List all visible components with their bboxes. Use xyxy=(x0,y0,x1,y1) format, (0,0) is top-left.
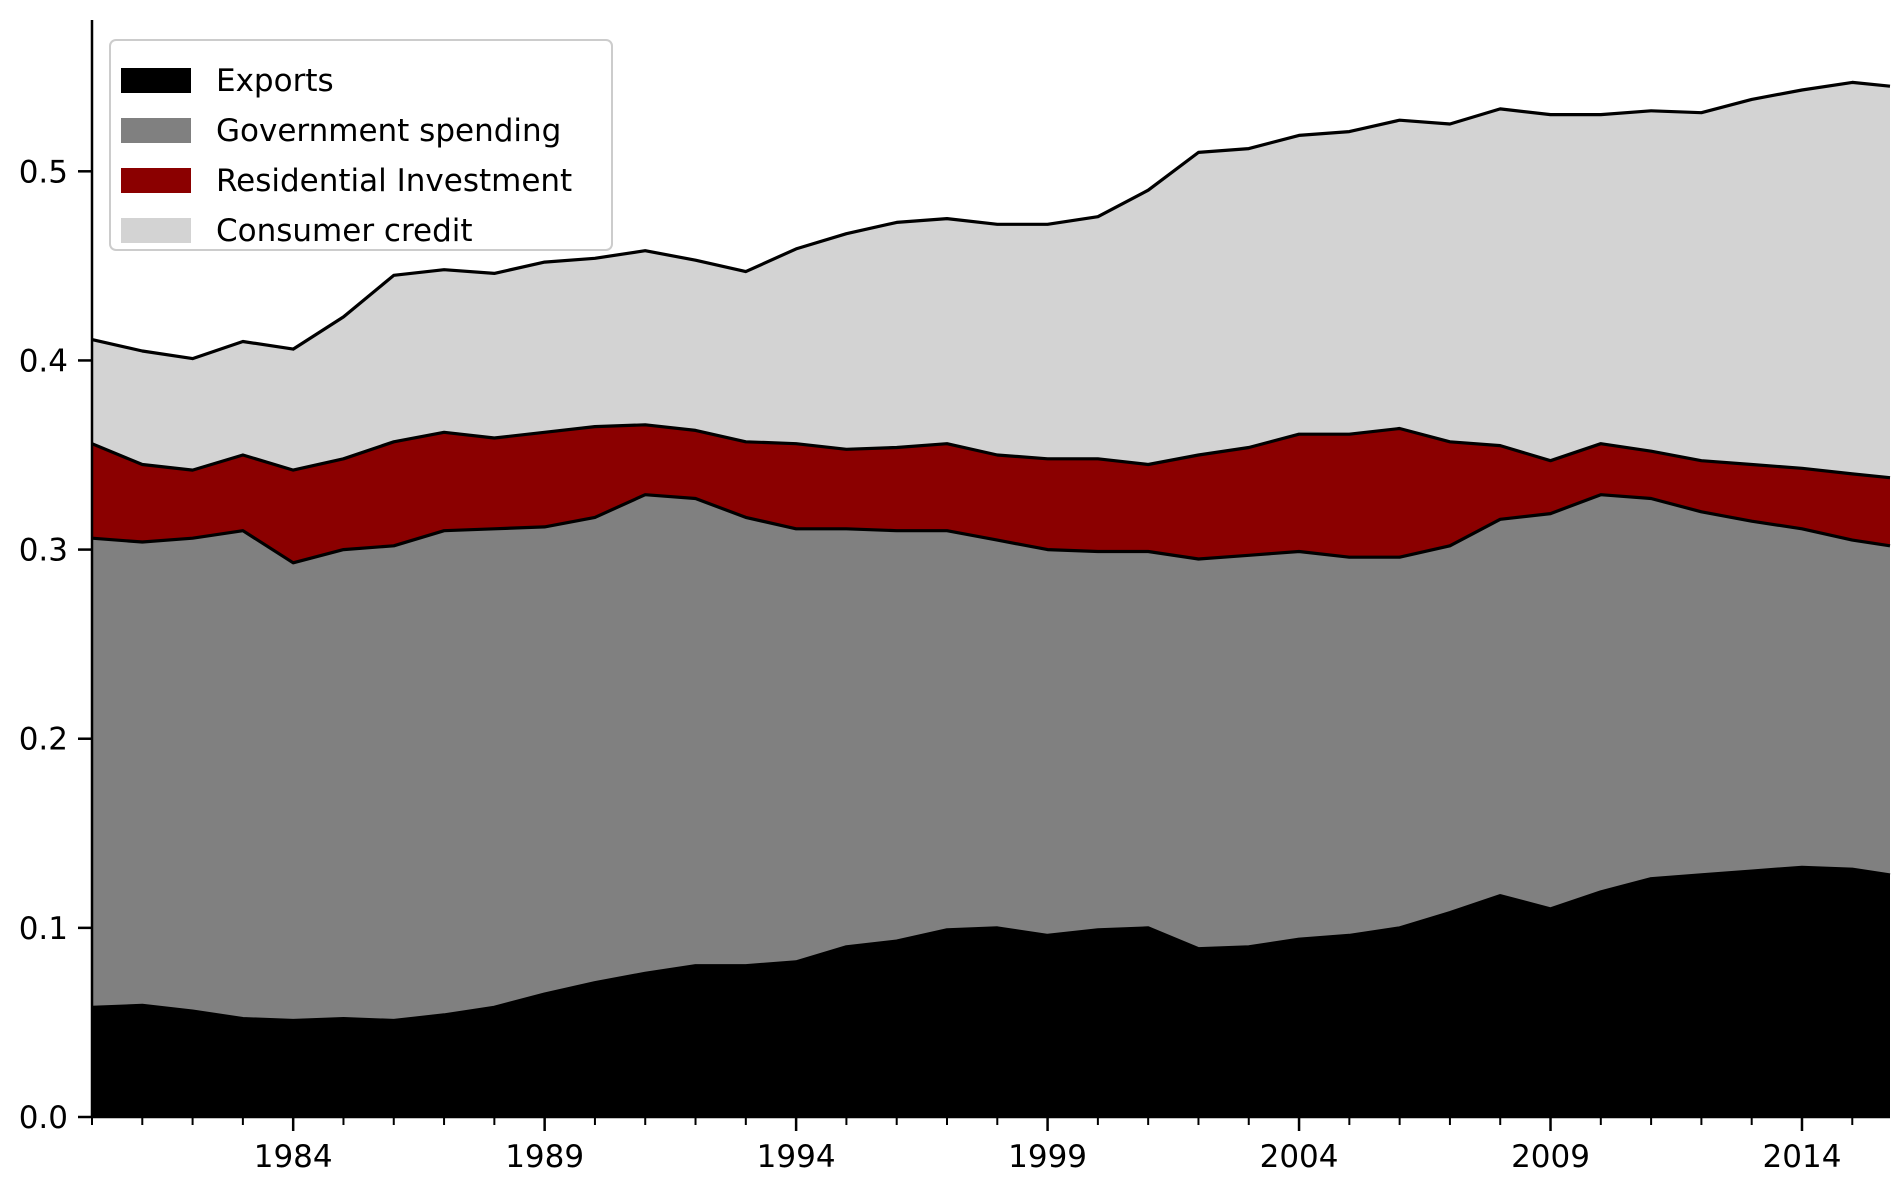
y-tick-label: 0.3 xyxy=(19,533,68,569)
legend-swatch xyxy=(121,168,191,193)
legend-label: Government spending xyxy=(216,113,561,149)
legend-swatch xyxy=(121,118,191,143)
areas-layer xyxy=(92,82,1890,1117)
x-tick-label: 1989 xyxy=(505,1139,584,1175)
axes-layer: 0.0 0.1 0.2 0.3 0.4 0.5 1984 1989 1994 1999 2004 20… xyxy=(19,20,1890,1175)
y-tick-label: 0.2 xyxy=(19,722,68,758)
area-government-spending xyxy=(92,494,1890,1021)
boundary-line-1 xyxy=(91,865,1891,1023)
y-tick-label: 0.0 xyxy=(19,1100,68,1136)
x-tick-label: 1999 xyxy=(1008,1139,1087,1175)
legend-label: Consumer credit xyxy=(216,213,473,249)
boundary-lines-layer xyxy=(91,80,1891,1023)
legend-label: Exports xyxy=(216,63,334,99)
y-tick-label: 0.1 xyxy=(19,911,68,947)
y-tick-label: 0.4 xyxy=(19,343,68,379)
area-exports xyxy=(92,867,1890,1117)
legend-box xyxy=(109,39,613,251)
x-tick-label: 2009 xyxy=(1511,1139,1590,1175)
x-tick-label: 1984 xyxy=(254,1139,333,1175)
boundary-line-4 xyxy=(91,80,1891,361)
y-tick-label: 0.5 xyxy=(19,154,68,190)
legend-swatch xyxy=(121,218,191,243)
area-residential-investment xyxy=(92,424,1890,563)
x-tick-label: 2014 xyxy=(1763,1139,1842,1175)
area-consumer-credit xyxy=(92,82,1890,478)
legend-swatch xyxy=(121,68,191,93)
boundary-line-2 xyxy=(91,493,1891,565)
x-tick-label: 1994 xyxy=(757,1139,836,1175)
boundary-line-3 xyxy=(91,423,1891,480)
legend: Exports Government spending Residential In… xyxy=(109,39,613,251)
x-tick-label: 2004 xyxy=(1260,1139,1339,1175)
legend-label: Residential Investment xyxy=(216,163,572,199)
